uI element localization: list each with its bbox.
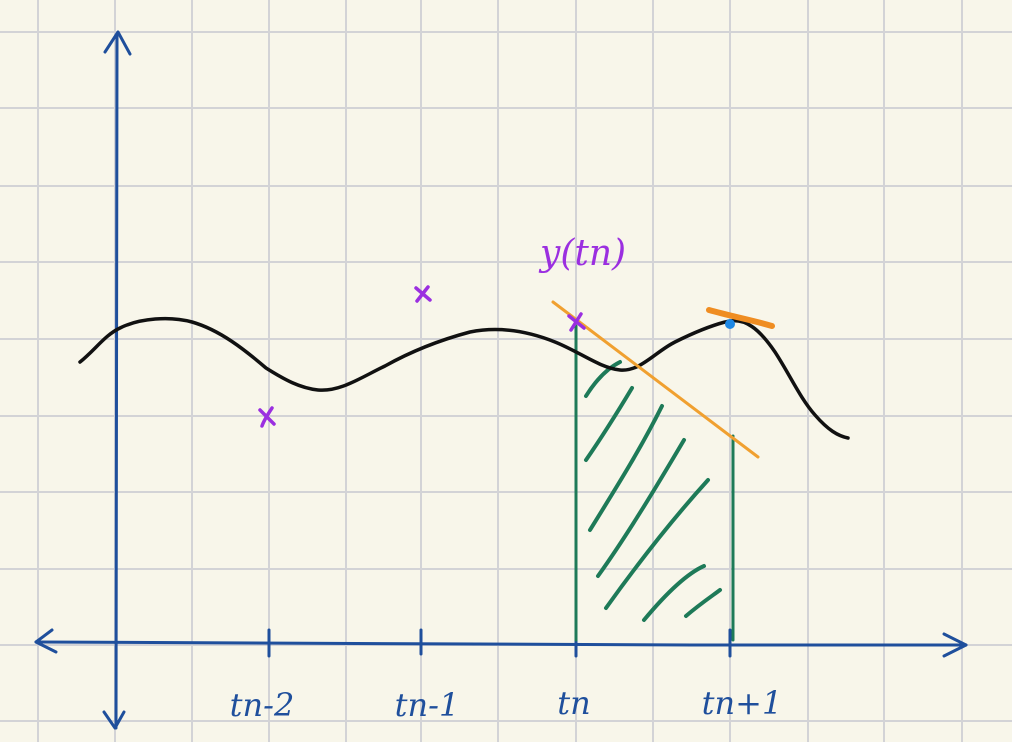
- cross-markers: [258, 285, 586, 428]
- y-axis-bottom-arrowhead-icon: [102, 710, 126, 730]
- integration-area: [574, 324, 735, 642]
- tick-label-tn-2: tn-2: [230, 686, 295, 724]
- y-axis-top-arrowhead-icon: [103, 30, 132, 56]
- tick-label-tn: tn: [557, 684, 590, 722]
- y-axis: [114, 34, 119, 730]
- short-tangent-segment: [706, 307, 775, 329]
- x-axis-right-arrowhead-icon: [942, 632, 968, 658]
- point-label: y(tn): [538, 233, 626, 274]
- cross-marker-icon: [567, 312, 586, 332]
- tangent-line: [551, 300, 760, 459]
- cross-marker-icon: [414, 285, 432, 303]
- tangent-point-dot: [725, 319, 735, 329]
- axes: tn-2 tn-1 tn tn+1: [34, 30, 968, 730]
- tick-label-tn+1: tn+1: [702, 684, 783, 722]
- cross-marker-icon: [258, 406, 276, 428]
- tick-label-tn-1: tn-1: [395, 686, 460, 724]
- area-hatching: [584, 360, 722, 622]
- x-axis-left-arrowhead-icon: [34, 628, 58, 654]
- x-axis: [34, 640, 968, 647]
- solution-curve: [78, 316, 850, 440]
